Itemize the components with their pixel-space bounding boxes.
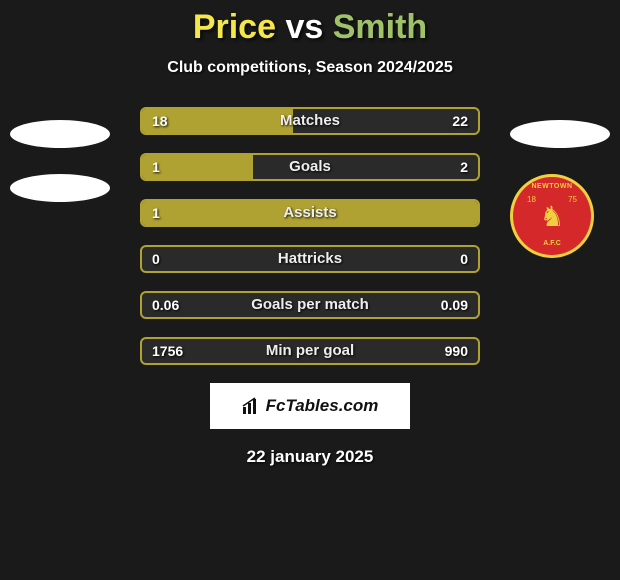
stat-row: 1Goals2 [140, 153, 480, 181]
stat-label: Goals [142, 155, 478, 179]
stat-label: Matches [142, 109, 478, 133]
stat-row: 18Matches22 [140, 107, 480, 135]
club-badge: NEWTOWN 18 75 ♞ A.F.C [510, 174, 594, 258]
stat-row: 0.06Goals per match0.09 [140, 291, 480, 319]
stat-value-right: 990 [445, 339, 468, 363]
stat-value-right: 22 [452, 109, 468, 133]
badge-crest-icon: ♞ [539, 203, 564, 231]
player2-badge-placeholder [510, 120, 610, 148]
brand-box[interactable]: FcTables.com [210, 383, 410, 429]
comparison-title: Price vs Smith [0, 0, 620, 47]
right-badge-group: NEWTOWN 18 75 ♞ A.F.C [510, 120, 610, 258]
stat-label: Assists [142, 201, 478, 225]
stat-row: 1Assists [140, 199, 480, 227]
stat-label: Hattricks [142, 247, 478, 271]
stat-row: 0Hattricks0 [140, 245, 480, 273]
brand-text: FcTables.com [266, 396, 379, 416]
stat-value-right: 0 [460, 247, 468, 271]
left-badge-group [10, 120, 110, 228]
brand-chart-icon [242, 397, 260, 415]
stat-value-right: 2 [460, 155, 468, 179]
badge-year-left: 18 [527, 195, 536, 204]
stat-label: Min per goal [142, 339, 478, 363]
player2-name: Smith [333, 8, 427, 46]
subtitle: Club competitions, Season 2024/2025 [0, 59, 620, 77]
player1-badge-placeholder-1 [10, 120, 110, 148]
stat-label: Goals per match [142, 293, 478, 317]
badge-top-text: NEWTOWN [531, 183, 572, 190]
badge-year-right: 75 [568, 195, 577, 204]
badge-bottom-text: A.F.C [543, 240, 561, 247]
stat-row: 1756Min per goal990 [140, 337, 480, 365]
vs-text: vs [285, 8, 323, 46]
player1-badge-placeholder-2 [10, 174, 110, 202]
player1-name: Price [193, 8, 276, 46]
stat-value-right: 0.09 [441, 293, 468, 317]
stat-bars: 18Matches22 1Goals2 1Assists 0Hattricks0 0.0… [140, 107, 480, 365]
date-text: 22 january 2025 [0, 447, 620, 467]
